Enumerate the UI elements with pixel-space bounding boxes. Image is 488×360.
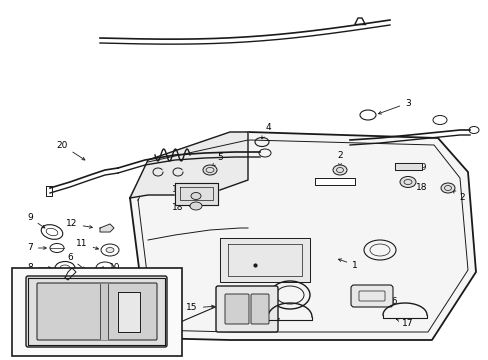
Ellipse shape — [440, 183, 454, 193]
Ellipse shape — [106, 248, 114, 252]
Text: 19: 19 — [172, 185, 196, 194]
FancyBboxPatch shape — [350, 285, 392, 307]
FancyBboxPatch shape — [37, 283, 157, 340]
Text: 18: 18 — [410, 183, 427, 193]
Text: 6: 6 — [67, 253, 85, 270]
Polygon shape — [118, 292, 140, 332]
Polygon shape — [100, 224, 114, 232]
Polygon shape — [130, 132, 247, 198]
Text: 17: 17 — [396, 319, 413, 328]
Ellipse shape — [399, 176, 415, 188]
Text: 8: 8 — [27, 264, 51, 273]
Text: 20: 20 — [56, 140, 85, 160]
Text: 13: 13 — [12, 319, 36, 328]
Polygon shape — [28, 278, 164, 345]
Polygon shape — [100, 284, 108, 339]
Polygon shape — [220, 238, 309, 282]
Text: 14: 14 — [102, 323, 117, 333]
Ellipse shape — [332, 165, 346, 175]
FancyBboxPatch shape — [250, 294, 268, 324]
Polygon shape — [130, 132, 475, 340]
Text: 2: 2 — [452, 190, 464, 202]
Text: 19: 19 — [410, 163, 427, 172]
Ellipse shape — [203, 165, 217, 175]
Polygon shape — [175, 183, 218, 205]
Text: 18: 18 — [172, 203, 196, 212]
Ellipse shape — [191, 193, 201, 199]
Ellipse shape — [190, 202, 202, 210]
Text: 4: 4 — [261, 123, 270, 139]
Text: 16: 16 — [375, 297, 398, 306]
FancyBboxPatch shape — [216, 286, 278, 332]
Bar — [12, 268, 182, 356]
Text: 9: 9 — [27, 213, 45, 228]
Polygon shape — [394, 163, 421, 170]
Text: 10: 10 — [101, 264, 121, 273]
Text: 17: 17 — [262, 319, 279, 332]
Text: 1: 1 — [338, 259, 357, 270]
Text: 12: 12 — [66, 220, 92, 229]
FancyBboxPatch shape — [26, 276, 167, 347]
Text: 7: 7 — [27, 243, 46, 252]
Polygon shape — [314, 178, 354, 185]
FancyBboxPatch shape — [224, 294, 248, 324]
Text: 11: 11 — [76, 239, 98, 249]
Text: 15: 15 — [186, 303, 214, 312]
Text: 5: 5 — [212, 153, 223, 166]
Text: 3: 3 — [378, 99, 410, 114]
Text: 2: 2 — [337, 150, 342, 166]
